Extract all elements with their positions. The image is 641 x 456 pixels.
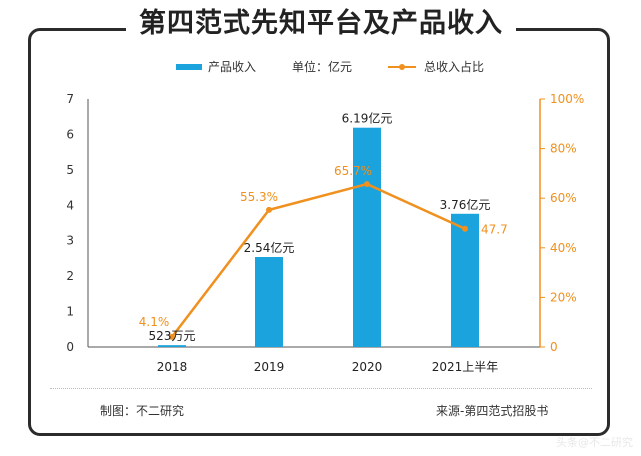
footer-credit: 制图：不二研究 [100,404,185,418]
y-left-tick-label: 7 [66,92,74,106]
bar-data-label: 2.54亿元 [244,240,295,255]
legend-bar-label: 产品收入 [208,60,256,74]
footer-divider [50,388,592,389]
y-right-tick-label: 0 [550,340,558,354]
y-left-tick-label: 2 [66,269,74,283]
line-data-label: 55.3% [240,190,278,204]
bar [255,257,283,347]
line-data-label: 4.1% [139,315,170,329]
chart-title: 第四范式先知平台及产品收入 [139,8,503,39]
y-left-tick-label: 1 [66,305,74,319]
x-tick-label: 2020 [352,360,383,374]
y-left-tick-label: 0 [66,340,74,354]
line-point [266,206,272,213]
bar [158,345,186,347]
watermark: 头条@不二研究 [556,436,633,449]
line-series [171,182,466,338]
y-left-tick-label: 4 [66,198,74,212]
bar-data-label: 6.19亿元 [342,111,393,126]
line-point [462,225,468,232]
line-data-label: 65.7% [334,164,372,178]
x-tick-label: 2019 [254,360,285,374]
bar [451,213,479,347]
line-point [364,181,370,188]
y-left-tick-label: 5 [66,163,74,177]
legend-line-marker [399,64,405,70]
title-container: 第四范式先知平台及产品收入 [126,4,516,44]
y-right-tick-label: 80% [550,142,577,156]
y-left-tick-label: 3 [66,234,74,248]
y-right-tick-label: 20% [550,290,577,304]
legend-line-label: 总收入占比 [424,59,484,74]
x-tick-label: 2021上半年 [432,360,499,374]
bar-data-label: 523万元 [149,329,196,343]
line-point [169,333,175,340]
y-right-tick-label: 40% [550,241,577,255]
y-right-tick-label: 100% [550,92,584,106]
legend-unit-label: 单位：亿元 [292,59,352,74]
y-right-tick-label: 60% [550,191,577,205]
bar-data-label: 3.76亿元 [440,197,491,212]
x-tick-label: 2018 [157,360,188,374]
y-left-tick-label: 6 [66,127,74,141]
line-data-label: 47.7 [481,223,508,237]
footer-source: 来源-第四范式招股书 [436,404,549,418]
bar [353,127,381,347]
legend-bar-swatch [176,64,202,70]
